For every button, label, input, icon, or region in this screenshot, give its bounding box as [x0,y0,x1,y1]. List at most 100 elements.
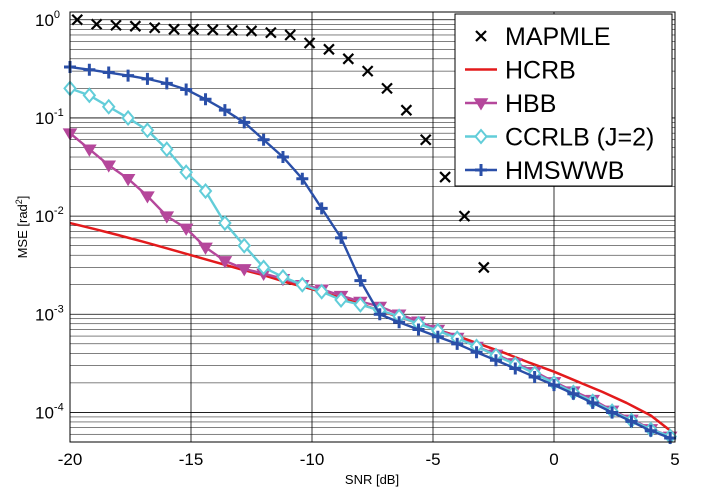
data-point [237,237,252,254]
data-point [393,316,406,329]
data-point [121,109,135,126]
data-point [509,362,522,375]
data-point [187,23,200,36]
data-point [140,191,155,204]
data-point [335,231,348,244]
data-point [606,406,619,419]
data-point [179,164,193,181]
data-point [102,66,115,79]
data-point [101,98,116,115]
data-point [567,387,580,400]
data-point [400,104,413,116]
data-point [265,26,277,39]
data-point [314,283,329,300]
data-point [354,274,367,287]
data-point [475,30,487,42]
data-point [548,379,560,392]
legend-box [454,13,673,187]
data-point [474,128,488,145]
data-point [122,69,135,82]
data-point [276,268,290,285]
series-mapmle [71,13,490,274]
data-point [180,83,193,96]
y-axis-label: MSE [rad2] [14,196,30,259]
data-point [315,202,328,215]
data-point [199,93,212,106]
data-point [439,171,451,183]
y-tick-label: 100 [35,9,60,30]
data-point [129,20,142,32]
data-point [218,214,232,232]
x-tick-label: -5 [425,450,440,469]
data-point [148,21,161,34]
data-point [303,37,316,49]
x-tick-label: -10 [300,450,325,469]
data-point [470,346,483,359]
legend-label: HCRB [505,57,576,85]
axes: -20 -15 -10 -5 0 5 100 10-1 10-2 10-3 10-4 [35,9,680,469]
legend-item: HCRB [465,57,576,85]
data-point [90,18,103,31]
data-point [82,87,97,104]
data-point [207,24,219,36]
data-point [82,144,97,157]
data-point [159,141,174,158]
data-point [353,296,368,313]
legend-item: HMSWWB [465,157,624,185]
plot-frame [69,11,676,443]
data-point [475,164,487,176]
data-point [160,77,173,90]
data-point [373,308,386,321]
data-point [256,259,271,276]
legend-label: MAPMLE [505,23,611,51]
data-point [342,53,355,65]
data-point [528,370,541,383]
data-point [236,264,252,277]
data-point [120,174,136,187]
data-point [478,261,490,274]
data-point [257,133,270,146]
series-hmswwb [64,61,677,444]
data-point [296,172,309,185]
data-point [198,242,213,255]
data-point [284,29,296,41]
legend-label: HMSWWB [505,157,624,185]
legend-item: HBB [465,90,556,118]
data-point [198,183,213,200]
data-point [419,133,432,146]
data-point [586,396,599,409]
x-tick-label: -15 [179,450,204,469]
data-point [238,116,251,129]
data-point [431,330,444,343]
legend-item: CCRLB (J=2) [465,124,654,152]
data-point [217,256,233,269]
y-tick-label: 10-1 [35,107,64,128]
data-point [245,25,258,37]
series-layer [62,13,678,445]
legend-label: HBB [505,90,556,118]
data-point [295,276,310,293]
data-point [412,323,425,336]
x-tick-label: 5 [670,450,679,469]
y-tick-label: 10-3 [35,303,64,324]
data-point [83,63,96,76]
data-point [141,72,154,85]
data-point [361,65,374,77]
x-tick-label: 0 [549,450,558,469]
data-point [644,424,657,437]
data-point [168,23,180,36]
data-point [381,82,393,95]
data-point [489,354,502,367]
data-point [140,122,155,139]
data-point [226,24,238,37]
data-point [159,211,175,224]
data-point [101,160,117,173]
legend: MAPMLE HCRB HBB CCRLB (J=2) HMSWWB [454,13,673,187]
data-point [71,13,84,26]
x-tick-label: -20 [58,450,83,469]
legend-item: MAPMLE [475,23,611,51]
data-point [218,104,231,117]
data-point [276,151,289,164]
y-tick-label: 10-2 [35,205,64,226]
data-point [473,98,489,111]
